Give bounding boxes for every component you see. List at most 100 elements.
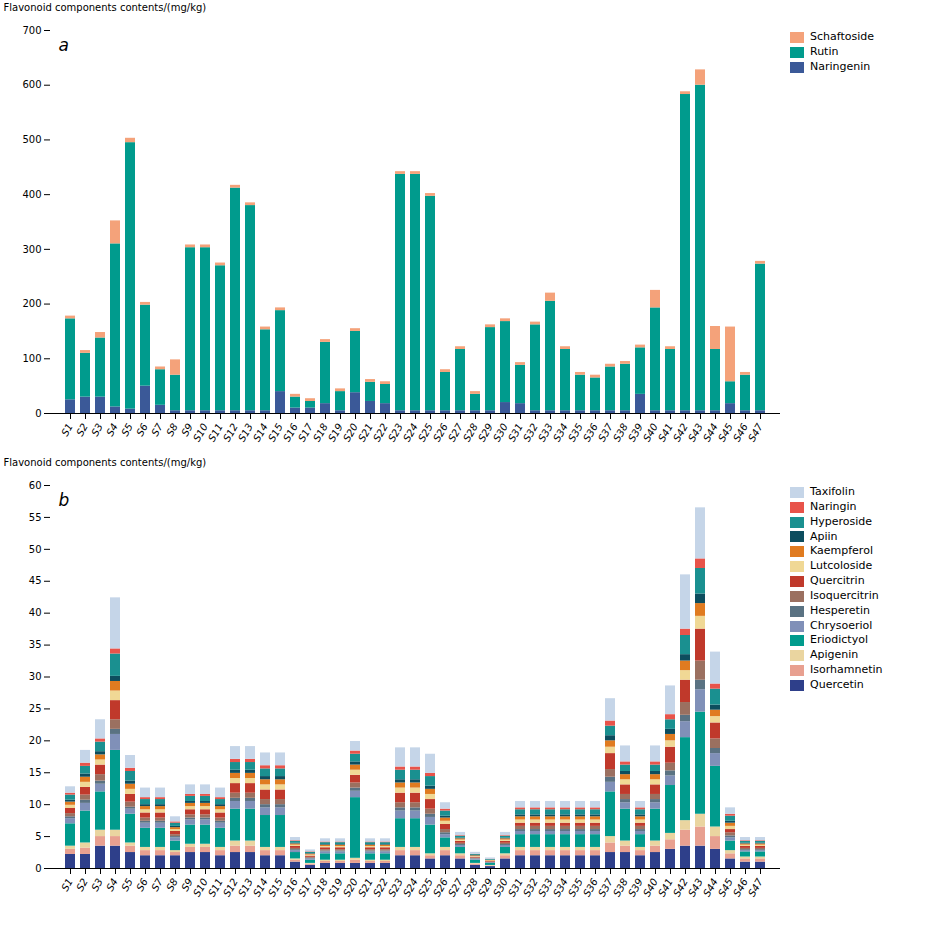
svg-text:S47: S47: [746, 876, 765, 899]
svg-text:S31: S31: [506, 877, 525, 899]
svg-text:25: 25: [29, 703, 42, 714]
svg-text:S4: S4: [104, 422, 120, 439]
svg-text:S38: S38: [611, 422, 630, 444]
svg-text:S10: S10: [191, 422, 210, 444]
svg-text:S37: S37: [596, 876, 615, 899]
svg-text:S13: S13: [236, 877, 255, 899]
svg-text:S25: S25: [416, 422, 435, 444]
svg-text:10: 10: [29, 799, 42, 810]
svg-text:200: 200: [22, 298, 41, 309]
svg-text:S26: S26: [431, 422, 450, 444]
svg-text:500: 500: [22, 134, 41, 145]
svg-text:S22: S22: [371, 877, 390, 899]
svg-text:55: 55: [29, 512, 42, 523]
svg-text:S40: S40: [641, 877, 660, 899]
svg-text:S33: S33: [536, 877, 555, 899]
svg-text:b: b: [59, 490, 70, 510]
svg-text:45: 45: [29, 575, 42, 586]
svg-text:S21: S21: [356, 422, 375, 444]
svg-text:S3: S3: [89, 422, 105, 439]
svg-text:S41: S41: [656, 422, 675, 444]
svg-text:S43: S43: [686, 877, 705, 899]
svg-text:300: 300: [22, 244, 41, 255]
svg-text:S18: S18: [311, 877, 330, 899]
svg-text:400: 400: [22, 189, 41, 200]
svg-text:S44: S44: [701, 422, 720, 444]
svg-text:700: 700: [22, 25, 41, 36]
svg-text:S10: S10: [191, 877, 210, 899]
svg-text:S33: S33: [536, 422, 555, 444]
svg-text:S28: S28: [461, 422, 480, 444]
svg-text:S1: S1: [59, 877, 75, 894]
svg-text:S21: S21: [356, 877, 375, 899]
svg-text:S46: S46: [731, 422, 750, 444]
svg-text:S30: S30: [491, 877, 510, 899]
svg-text:S24: S24: [401, 422, 420, 444]
svg-text:S27: S27: [446, 421, 465, 444]
svg-text:S19: S19: [326, 877, 345, 899]
svg-text:S15: S15: [266, 877, 285, 899]
svg-text:S14: S14: [251, 422, 270, 444]
svg-text:a: a: [59, 35, 69, 55]
svg-text:S12: S12: [221, 422, 240, 444]
svg-text:S40: S40: [641, 422, 660, 444]
svg-text:0: 0: [35, 863, 41, 874]
svg-text:S38: S38: [611, 877, 630, 899]
svg-text:S7: S7: [149, 421, 165, 438]
svg-text:S27: S27: [446, 876, 465, 899]
svg-text:S3: S3: [89, 877, 105, 894]
svg-text:S42: S42: [671, 422, 690, 444]
svg-text:S13: S13: [236, 422, 255, 444]
svg-text:40: 40: [29, 607, 42, 618]
svg-text:S18: S18: [311, 422, 330, 444]
svg-text:S23: S23: [386, 877, 405, 899]
svg-text:S11: S11: [206, 877, 225, 899]
svg-text:S29: S29: [476, 422, 495, 444]
svg-text:S8: S8: [164, 422, 180, 439]
svg-text:S5: S5: [119, 422, 135, 439]
svg-text:S22: S22: [371, 422, 390, 444]
svg-text:35: 35: [29, 639, 42, 650]
svg-text:S1: S1: [59, 422, 75, 439]
svg-text:Flavonoid components contents/: Flavonoid components contents/(mg/kg): [4, 457, 207, 468]
svg-text:S15: S15: [266, 422, 285, 444]
svg-text:S45: S45: [716, 422, 735, 444]
svg-text:S2: S2: [74, 422, 90, 439]
svg-text:Flavonoid components contents/: Flavonoid components contents/(mg/kg): [4, 2, 207, 13]
svg-text:S26: S26: [431, 877, 450, 899]
svg-text:S29: S29: [476, 877, 495, 899]
svg-text:S5: S5: [119, 877, 135, 894]
svg-text:S35: S35: [566, 877, 585, 899]
svg-text:100: 100: [22, 353, 41, 364]
svg-text:S41: S41: [656, 877, 675, 899]
svg-text:S17: S17: [296, 876, 315, 899]
svg-text:S42: S42: [671, 877, 690, 899]
svg-text:5: 5: [35, 831, 41, 842]
svg-text:30: 30: [29, 671, 42, 682]
svg-text:S11: S11: [206, 422, 225, 444]
svg-text:50: 50: [29, 544, 42, 555]
svg-text:S12: S12: [221, 877, 240, 899]
svg-text:S17: S17: [296, 421, 315, 444]
svg-text:S45: S45: [716, 877, 735, 899]
svg-text:S20: S20: [341, 422, 360, 444]
svg-text:S36: S36: [581, 422, 600, 444]
svg-text:S36: S36: [581, 877, 600, 899]
svg-text:S14: S14: [251, 877, 270, 899]
svg-text:15: 15: [29, 767, 42, 778]
svg-text:S19: S19: [326, 422, 345, 444]
svg-text:S30: S30: [491, 422, 510, 444]
svg-text:S37: S37: [596, 421, 615, 444]
svg-text:S34: S34: [551, 422, 570, 444]
svg-text:60: 60: [29, 480, 42, 491]
svg-text:S28: S28: [461, 877, 480, 899]
svg-text:S24: S24: [401, 877, 420, 899]
svg-text:S6: S6: [134, 422, 150, 439]
svg-text:S44: S44: [701, 877, 720, 899]
svg-text:S2: S2: [74, 877, 90, 894]
svg-text:S8: S8: [164, 877, 180, 894]
svg-text:S35: S35: [566, 422, 585, 444]
svg-text:S6: S6: [134, 877, 150, 894]
svg-text:600: 600: [22, 79, 41, 90]
svg-text:S32: S32: [521, 877, 540, 899]
